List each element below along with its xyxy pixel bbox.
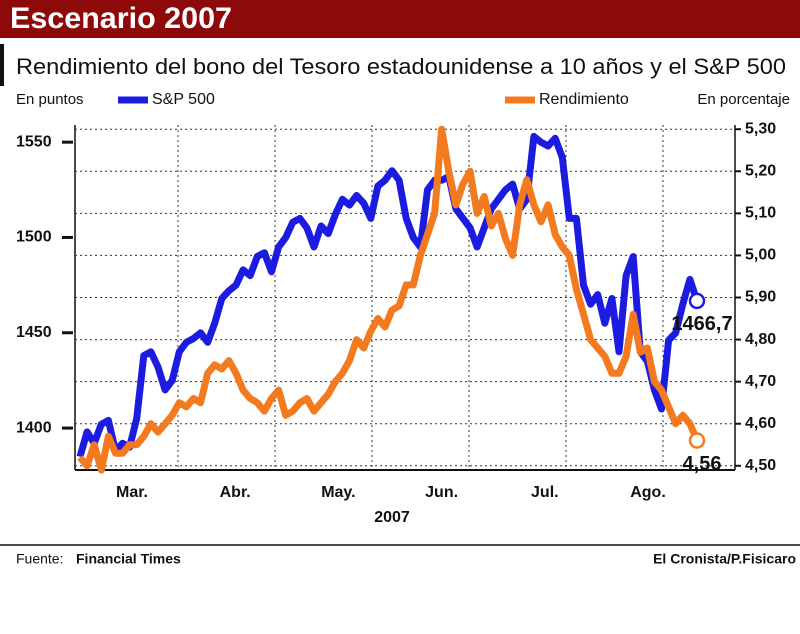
y2-tick-label: 5,20 <box>745 162 776 179</box>
end-label: 1466,7 <box>671 313 732 335</box>
source: Financial Times <box>76 551 181 567</box>
y2-tick-label: 4,80 <box>745 331 776 348</box>
title-marker <box>0 44 4 86</box>
y-axis-label: En puntos <box>16 91 84 108</box>
y-tick-label: 1450 <box>16 324 52 341</box>
x-tick-label: Mar. <box>116 484 148 501</box>
x-tick-label: Jun. <box>425 484 458 501</box>
y2-tick-label: 4,60 <box>745 415 776 432</box>
x-tick-label: Jul. <box>531 484 559 501</box>
series-line <box>77 125 701 474</box>
credit: El Cronista/P.Fisicaro <box>653 551 796 567</box>
y2-tick-label: 4,70 <box>745 373 776 390</box>
y2-tick-label: 5,10 <box>745 205 776 222</box>
y-tick-label: 1550 <box>16 133 52 150</box>
y2-axis-label: En porcentaje <box>697 91 790 108</box>
y2-tick-label: 5,30 <box>745 120 776 137</box>
end-label: 4,56 <box>683 453 722 475</box>
header-bar <box>0 0 800 38</box>
chart-title: Rendimiento del bono del Tesoro estadoun… <box>16 54 786 79</box>
source-label: Fuente: <box>16 551 63 567</box>
y2-tick-label: 5,90 <box>745 289 776 306</box>
header-title: Escenario 2007 <box>10 2 232 35</box>
end-point <box>688 292 706 310</box>
y-tick-label: 1400 <box>16 419 52 436</box>
x-tick-label: May. <box>321 484 355 501</box>
y-tick-label: 1500 <box>16 229 52 246</box>
y2-tick-label: 5,00 <box>745 247 776 264</box>
legend-label: S&P 500 <box>152 91 215 108</box>
y2-tick-label: 4,50 <box>745 457 776 474</box>
legend-label: Rendimiento <box>539 91 629 108</box>
end-point <box>688 432 706 449</box>
series-line <box>76 132 701 458</box>
x-axis-label: 2007 <box>374 509 410 526</box>
x-tick-label: Ago. <box>630 484 666 501</box>
x-tick-label: Abr. <box>220 484 251 501</box>
